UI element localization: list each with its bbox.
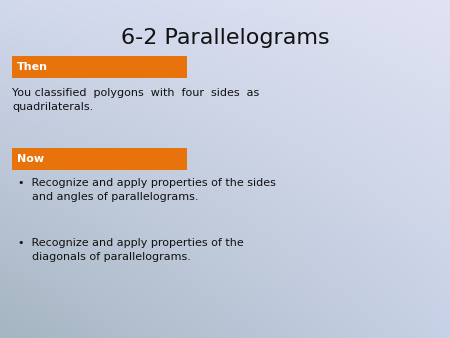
FancyBboxPatch shape [12, 148, 187, 170]
Text: •  Recognize and apply properties of the
    diagonals of parallelograms.: • Recognize and apply properties of the … [18, 238, 244, 262]
Text: 6-2 Parallelograms: 6-2 Parallelograms [121, 28, 329, 48]
Text: •  Recognize and apply properties of the sides
    and angles of parallelograms.: • Recognize and apply properties of the … [18, 178, 276, 202]
FancyBboxPatch shape [12, 56, 187, 78]
Text: You classified  polygons  with  four  sides  as
quadrilaterals.: You classified polygons with four sides … [12, 88, 259, 112]
Text: Then: Then [17, 62, 48, 72]
Text: Now: Now [17, 154, 44, 164]
